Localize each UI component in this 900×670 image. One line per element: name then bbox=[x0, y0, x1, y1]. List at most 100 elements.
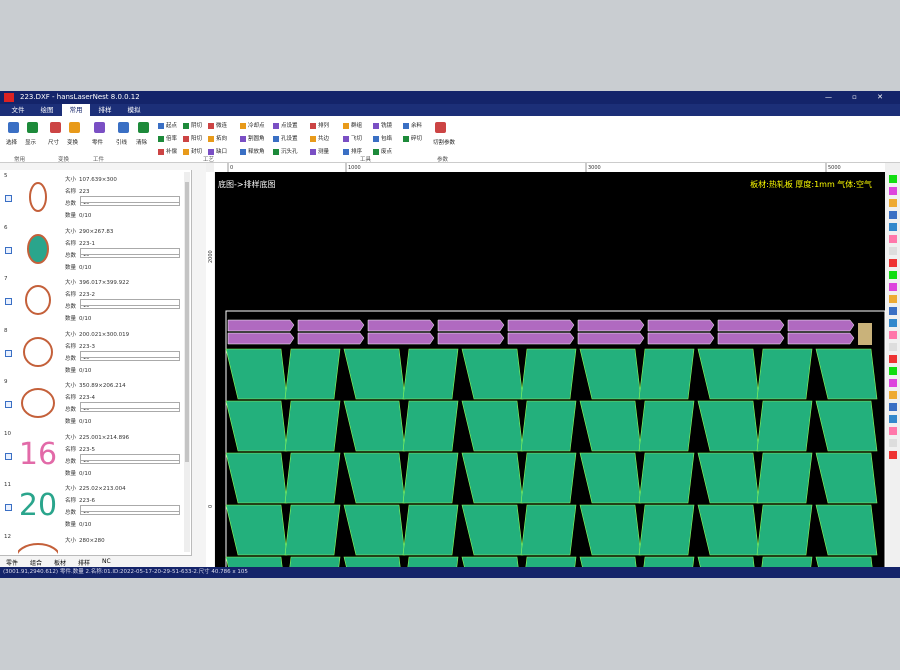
field-label[interactable]: 名称 bbox=[65, 343, 77, 350]
part-field[interactable]: 大小 200.021×300.019 bbox=[65, 330, 129, 338]
field-label[interactable]: 总数 bbox=[65, 510, 77, 516]
ribbon-button[interactable]: 补偿 bbox=[158, 147, 177, 155]
part-field[interactable]: 数量 0/10 bbox=[65, 314, 91, 322]
button-label[interactable]: 排列 bbox=[318, 123, 330, 129]
field-label[interactable]: 数量 bbox=[65, 316, 77, 322]
ribbon-button[interactable]: 尺寸 bbox=[48, 140, 60, 146]
button-label[interactable]: 起点 bbox=[166, 123, 178, 129]
field-value[interactable]: 0/10 bbox=[79, 470, 92, 477]
menu-tab[interactable]: 绘图 bbox=[40, 106, 54, 114]
part-field[interactable]: 大小 350.89×206.214 bbox=[65, 381, 126, 389]
ribbon-button[interactable]: 缺口 bbox=[208, 147, 227, 155]
button-label[interactable]: 倍率 bbox=[166, 136, 178, 142]
button-label[interactable]: 阳切 bbox=[191, 136, 203, 142]
field-value[interactable]: 225.02×213.004 bbox=[79, 486, 126, 492]
part-field[interactable]: 大小 107.639×300 bbox=[65, 175, 117, 183]
field-value[interactable]: 223-3 bbox=[79, 343, 95, 350]
field-label[interactable]: 名称 bbox=[65, 189, 77, 195]
ribbon-button[interactable]: 共边 bbox=[310, 134, 329, 142]
field-label[interactable]: 数量 bbox=[65, 264, 77, 271]
part-field[interactable]: 总数 bbox=[65, 354, 76, 362]
button-label[interactable]: 补偿 bbox=[166, 149, 178, 155]
part-field[interactable]: 总数 bbox=[65, 302, 76, 310]
field-value[interactable]: 200.021×300.019 bbox=[79, 331, 130, 338]
button-label[interactable]: 群组 bbox=[351, 123, 363, 129]
bottom-tab[interactable]: 排样 bbox=[78, 560, 91, 567]
field-value[interactable]: 0/10 bbox=[79, 522, 92, 528]
field-label[interactable]: 大小 bbox=[65, 537, 77, 544]
name-field[interactable] bbox=[80, 453, 180, 461]
field-label[interactable]: 数量 bbox=[65, 367, 77, 374]
field-label[interactable]: 总数 bbox=[65, 458, 77, 465]
part-field[interactable]: 总数 bbox=[65, 199, 76, 207]
menu-tab[interactable]: 模拟 bbox=[127, 106, 141, 114]
part-field[interactable]: 大小 396.017×399.922 bbox=[65, 278, 129, 286]
button-label[interactable]: 点设置 bbox=[281, 123, 298, 129]
field-value[interactable]: 0/10 bbox=[79, 213, 92, 219]
ribbon-button[interactable]: 孔设置 bbox=[273, 134, 298, 142]
part-field[interactable]: 名称 223-4 bbox=[65, 393, 95, 401]
ribbon-button[interactable]: 显示 bbox=[25, 140, 37, 146]
menu-tab[interactable]: 排样 bbox=[98, 106, 112, 114]
part-field[interactable]: 大小 225.02×213.004 bbox=[65, 484, 126, 492]
field-value[interactable]: 223-4 bbox=[79, 395, 95, 401]
field-label[interactable]: 大小 bbox=[65, 486, 77, 492]
menu-tab[interactable]: 常用 bbox=[62, 104, 90, 116]
name-field[interactable] bbox=[80, 350, 180, 358]
button-label[interactable]: 割圆角 bbox=[248, 136, 265, 142]
button-label[interactable]: 包络 bbox=[381, 136, 393, 142]
bottom-tab[interactable]: 板材 bbox=[54, 560, 67, 567]
field-label[interactable]: 大小 bbox=[65, 383, 77, 389]
field-value[interactable]: 0/10 bbox=[79, 419, 92, 425]
button-label[interactable]: 孔设置 bbox=[281, 136, 298, 142]
button-label[interactable]: 缺口 bbox=[216, 149, 228, 155]
scrollbar[interactable] bbox=[184, 172, 190, 552]
bottom-tab[interactable]: NC bbox=[102, 558, 111, 565]
field-label[interactable]: 总数 bbox=[65, 304, 77, 310]
name-field[interactable] bbox=[80, 505, 180, 512]
part-field[interactable]: 大小 280×280 bbox=[65, 536, 105, 544]
field-label[interactable]: 名称 bbox=[65, 240, 77, 247]
ribbon-button[interactable]: 变换 bbox=[67, 140, 79, 146]
button-label[interactable]: 冷却点 bbox=[248, 123, 265, 129]
ribbon-button[interactable]: 包络 bbox=[373, 134, 392, 142]
part-field[interactable]: 总数 bbox=[65, 405, 76, 413]
ribbon-button[interactable]: 飞切 bbox=[343, 134, 362, 142]
part-field[interactable]: 数量 0/10 bbox=[65, 211, 91, 219]
ribbon-button[interactable]: 铣镜 bbox=[373, 121, 392, 129]
part-field[interactable]: 名称 223-6 bbox=[65, 496, 95, 504]
ribbon-button[interactable]: 清除 bbox=[136, 140, 148, 146]
ribbon-button[interactable]: 释放角 bbox=[240, 147, 265, 155]
part-field[interactable]: 名称 223-5 bbox=[65, 445, 95, 453]
ribbon-button[interactable]: 阴切 bbox=[183, 121, 202, 129]
ribbon-button[interactable]: 排序 bbox=[343, 147, 362, 155]
field-label[interactable]: 大小 bbox=[65, 228, 77, 235]
button-label[interactable]: 共边 bbox=[318, 136, 330, 142]
part-field[interactable]: 数量 0/10 bbox=[65, 366, 91, 374]
name-field[interactable] bbox=[80, 402, 180, 409]
button-label[interactable]: 排序 bbox=[351, 149, 363, 155]
ribbon-button[interactable]: 选择 bbox=[6, 140, 18, 146]
field-label[interactable]: 数量 bbox=[65, 522, 77, 528]
name-field[interactable] bbox=[80, 299, 180, 306]
part-field[interactable]: 总数 bbox=[65, 508, 76, 516]
name-field[interactable] bbox=[80, 196, 180, 203]
field-value[interactable]: 0/10 bbox=[79, 367, 92, 374]
field-value[interactable]: 0/10 bbox=[79, 264, 92, 271]
field-value[interactable]: 223-2 bbox=[79, 292, 95, 298]
checkbox[interactable] bbox=[5, 401, 12, 408]
checkbox[interactable] bbox=[5, 349, 12, 357]
field-value[interactable]: 0/10 bbox=[79, 316, 92, 322]
ribbon-button[interactable]: 封切 bbox=[183, 147, 202, 155]
button-label[interactable]: 废点 bbox=[381, 149, 393, 155]
field-value[interactable]: 223-1 bbox=[79, 240, 95, 247]
field-label[interactable]: 大小 bbox=[65, 177, 77, 183]
field-value[interactable]: 223-6 bbox=[79, 498, 95, 504]
part-field[interactable]: 总数 bbox=[65, 251, 76, 259]
ribbon-button[interactable]: 排列 bbox=[310, 121, 329, 129]
field-label[interactable]: 总数 bbox=[65, 407, 77, 413]
window-controls[interactable]: — ▫ ✕ bbox=[824, 93, 892, 101]
part-field[interactable]: 数量 0/10 bbox=[65, 469, 91, 477]
ribbon-button[interactable]: 碎切 bbox=[403, 134, 422, 142]
field-label[interactable]: 大小 bbox=[65, 280, 77, 286]
